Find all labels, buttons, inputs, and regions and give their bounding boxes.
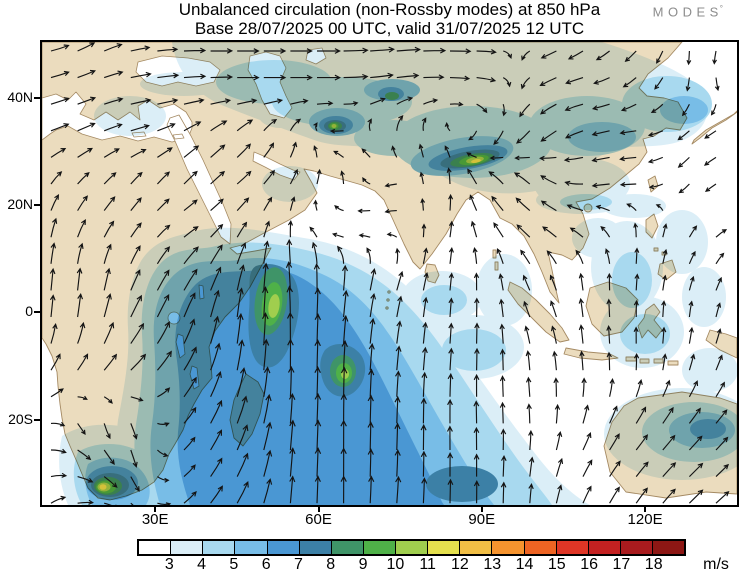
colorbar-segment	[491, 541, 524, 554]
x-axis-tick-label: 60E	[305, 511, 332, 528]
colorbar-segment	[362, 541, 395, 554]
colorbar-tick-label: 16	[580, 556, 598, 573]
wind-vector-layer	[49, 42, 730, 505]
y-axis-tick-label: 0	[25, 303, 33, 320]
new-guinea-island	[705, 329, 737, 359]
colorbar-segment	[427, 541, 460, 554]
x-axis-tick	[480, 506, 483, 512]
colorbar-tick-label: 12	[451, 556, 469, 573]
colorbar-tick-label: 15	[547, 556, 566, 573]
sunda-island	[667, 360, 679, 366]
modes-logo: MODES°	[653, 4, 723, 19]
chart-title: Unbalanced circulation (non-Rossby modes…	[178, 0, 601, 19]
java-island	[563, 347, 619, 361]
y-axis-tick	[34, 96, 40, 99]
x-axis-tick-label: 120E	[627, 511, 663, 528]
colorbar-unit-label: m/s	[703, 556, 729, 573]
trademark-icon: °	[719, 4, 723, 13]
x-axis-tick-label: 90E	[468, 511, 496, 528]
colorbar-segment	[139, 541, 171, 554]
colorbar-tick-label: 11	[419, 556, 436, 573]
y-axis-tick-label: 40N	[7, 88, 33, 105]
map-frame	[40, 40, 739, 507]
colorbar	[137, 539, 686, 556]
colorbar-segment	[459, 541, 492, 554]
japan-islands	[691, 110, 737, 145]
y-axis-tick-label: 20N	[7, 196, 33, 213]
colorbar-tick-label: 8	[326, 556, 336, 573]
colorbar-tick-label: 10	[386, 556, 405, 573]
x-axis-tick	[317, 506, 320, 512]
colorbar-tick-label: 5	[229, 556, 239, 573]
y-axis-tick	[34, 418, 40, 421]
chart-header: Unbalanced circulation (non-Rossby modes…	[42, 0, 737, 38]
colorbar-tick-label: 9	[358, 556, 368, 573]
colorbar-segment	[202, 541, 235, 554]
modes-logo-text: MODES	[652, 4, 723, 20]
y-axis-tick	[34, 204, 40, 207]
colorbar-segment	[298, 541, 331, 554]
x-axis-tick	[644, 506, 647, 512]
chart-subtitle: Base 28/07/2025 00 UTC, valid 31/07/2025…	[194, 18, 585, 38]
map-figure	[42, 42, 737, 505]
colorbar-tick-label: 17	[612, 556, 631, 573]
colorbar-tick-label: 6	[261, 556, 271, 573]
colorbar-segment	[170, 541, 203, 554]
y-axis-tick	[34, 311, 40, 314]
colorbar-tick-label: 3	[164, 556, 174, 573]
colorbar-tick-label: 13	[483, 556, 502, 573]
colorbar-segment	[234, 541, 267, 554]
colorbar-tick-label: 4	[197, 556, 207, 573]
cyprus-strait	[172, 133, 185, 140]
colorbar-segment	[523, 541, 556, 554]
wind-arrows	[49, 42, 730, 505]
colorbar-tick-label: 14	[515, 556, 534, 573]
colorbar-segment	[555, 541, 588, 554]
colorbar-segment	[652, 541, 685, 554]
x-axis-tick-label: 30E	[141, 511, 169, 528]
colorbar-tick-label: 18	[644, 556, 663, 573]
colorbar-segment	[395, 541, 428, 554]
y-axis-tick-label: 20S	[8, 410, 33, 427]
colorbar-segment	[619, 541, 652, 554]
colorbar-segment	[266, 541, 299, 554]
colorbar-tick-label: 7	[294, 556, 303, 573]
colorbar-segment	[587, 541, 620, 554]
x-axis-tick	[154, 506, 157, 512]
colorbar-segment	[330, 541, 363, 554]
